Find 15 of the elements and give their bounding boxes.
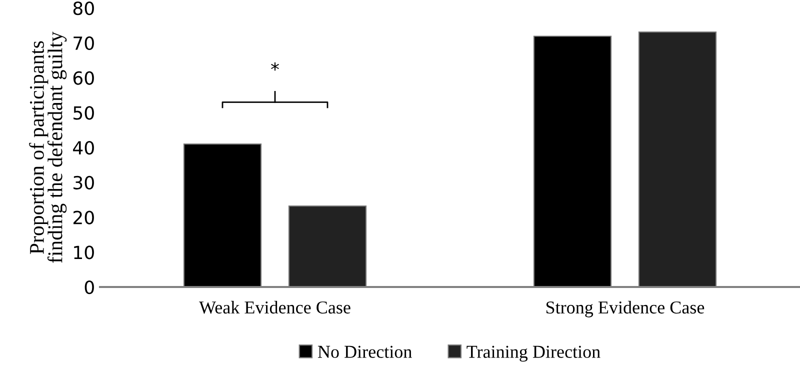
y-axis-title: Proportion of participants finding the defendant guilty	[29, 32, 67, 263]
y-tick-label: 20	[73, 210, 94, 224]
y-tick-label: 70	[74, 36, 94, 50]
x-tick-label: Strong Evidence Case	[546, 300, 704, 318]
y-tick-label: 40	[73, 140, 94, 155]
legend-label: Training Direction	[466, 346, 600, 362]
x-tick-label: Weak Evidence Case	[199, 300, 350, 314]
y-tick-label: 50	[74, 106, 94, 120]
legend-label: No Direction	[318, 346, 412, 358]
y-tick-label: 60	[73, 71, 94, 85]
y-tick-label: 10	[74, 246, 94, 260]
y-tick-label: 30	[74, 176, 94, 190]
annotation: *	[271, 62, 279, 71]
y-tick-label: 0	[84, 280, 94, 294]
y-tick-label: 80	[73, 1, 94, 16]
